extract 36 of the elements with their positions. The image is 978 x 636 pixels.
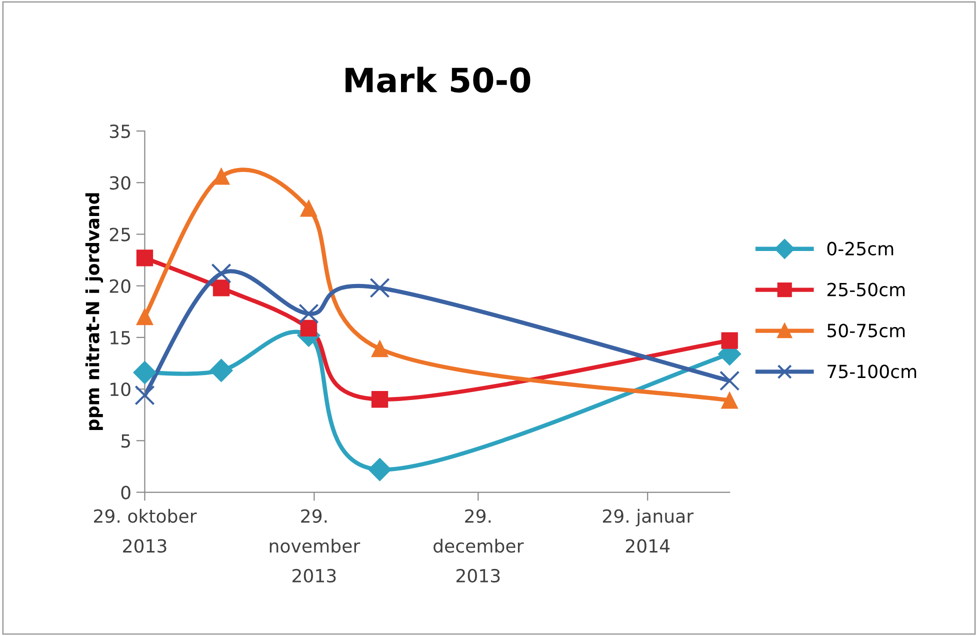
legend-label: 0-25cm [827,242,894,256]
x-tick-label: 29. oktober 2013 [94,508,197,553]
y-tick-label: 0 [121,486,130,500]
x-tick-label: 29. december 2013 [434,509,524,583]
point [136,250,154,266]
x-tick-label: 29. november 2013 [270,509,360,583]
point [136,308,154,326]
point [300,320,318,336]
point [368,458,392,482]
point [721,332,738,349]
point [212,168,230,185]
point [298,304,319,324]
y-tick-label: 30 [110,176,130,190]
y-axis-title: ppm nitrat-N i jordvand [85,193,104,430]
point [300,200,318,217]
y-tick-label: 15 [110,331,130,345]
legend-label: 25-50cm [827,282,905,296]
y-tick-label: 20 [110,279,130,293]
legend-label: 50-75cm [828,324,905,338]
legend-label: 75-100cm [828,364,916,378]
point [370,278,390,298]
y-tick-label: 5 [121,434,130,448]
point [134,385,155,406]
y-tick-label: 35 [110,124,130,138]
chart-title: Mark 50-0 [346,66,530,93]
x-tick-label: 29. januar 2014 [602,508,694,553]
point [371,340,388,358]
point [371,391,388,408]
point [212,280,230,296]
point [133,361,156,384]
y-tick-label: 25 [110,228,130,242]
y-tick-label: 10 [110,382,130,396]
point [210,358,233,382]
point [721,392,738,409]
point [211,263,232,284]
point [720,370,740,391]
